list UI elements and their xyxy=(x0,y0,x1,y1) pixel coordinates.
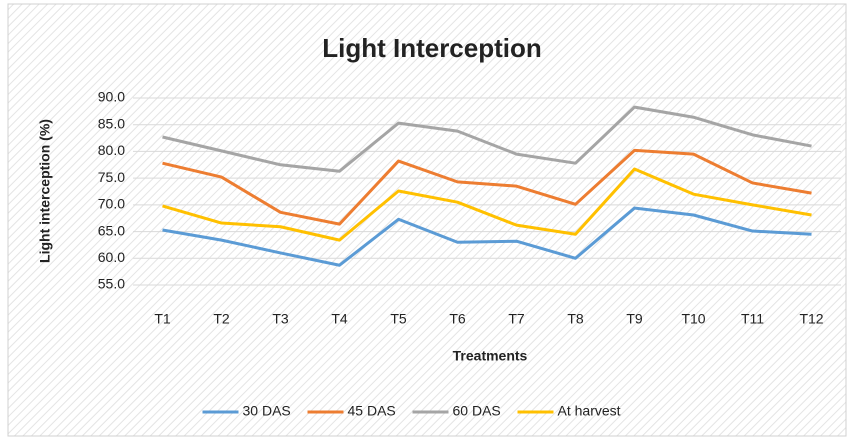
y-tick-label: 65.0 xyxy=(98,222,125,238)
x-tick-label: T6 xyxy=(449,311,466,327)
x-tick-label: T10 xyxy=(681,311,705,327)
x-tick-label: T9 xyxy=(626,311,643,327)
x-tick-label: T1 xyxy=(154,311,171,327)
y-tick-label: 80.0 xyxy=(98,142,125,158)
x-tick-label: T7 xyxy=(508,311,525,327)
line-series xyxy=(162,206,812,267)
y-tick-label: 70.0 xyxy=(98,196,125,212)
x-tick-label: T3 xyxy=(272,311,289,327)
chart-title: Light Interception xyxy=(322,33,542,63)
legend-label: 30 DAS xyxy=(243,403,291,419)
x-tick-label: T5 xyxy=(390,311,407,327)
x-axis-label: Treatments xyxy=(453,348,528,364)
x-tick-label: T8 xyxy=(567,311,584,327)
line-series xyxy=(162,105,812,173)
legend-label: At harvest xyxy=(558,403,621,419)
x-tick-label: T12 xyxy=(799,311,823,327)
legend-label: 45 DAS xyxy=(348,403,396,419)
x-tick-label: T11 xyxy=(741,311,764,327)
y-tick-label: 75.0 xyxy=(98,169,125,185)
y-tick-label: 55.0 xyxy=(98,276,125,292)
line-series xyxy=(162,167,812,242)
y-axis-label: Light interception (%) xyxy=(37,119,53,263)
legend-label: 60 DAS xyxy=(453,403,501,419)
x-tick-label: T2 xyxy=(213,311,230,327)
y-tick-label: 85.0 xyxy=(98,115,125,131)
y-tick-label: 90.0 xyxy=(98,89,125,105)
y-tick-label: 60.0 xyxy=(98,249,125,265)
x-tick-label: T4 xyxy=(331,311,348,327)
chart-background xyxy=(7,3,847,437)
line-series xyxy=(162,148,812,226)
